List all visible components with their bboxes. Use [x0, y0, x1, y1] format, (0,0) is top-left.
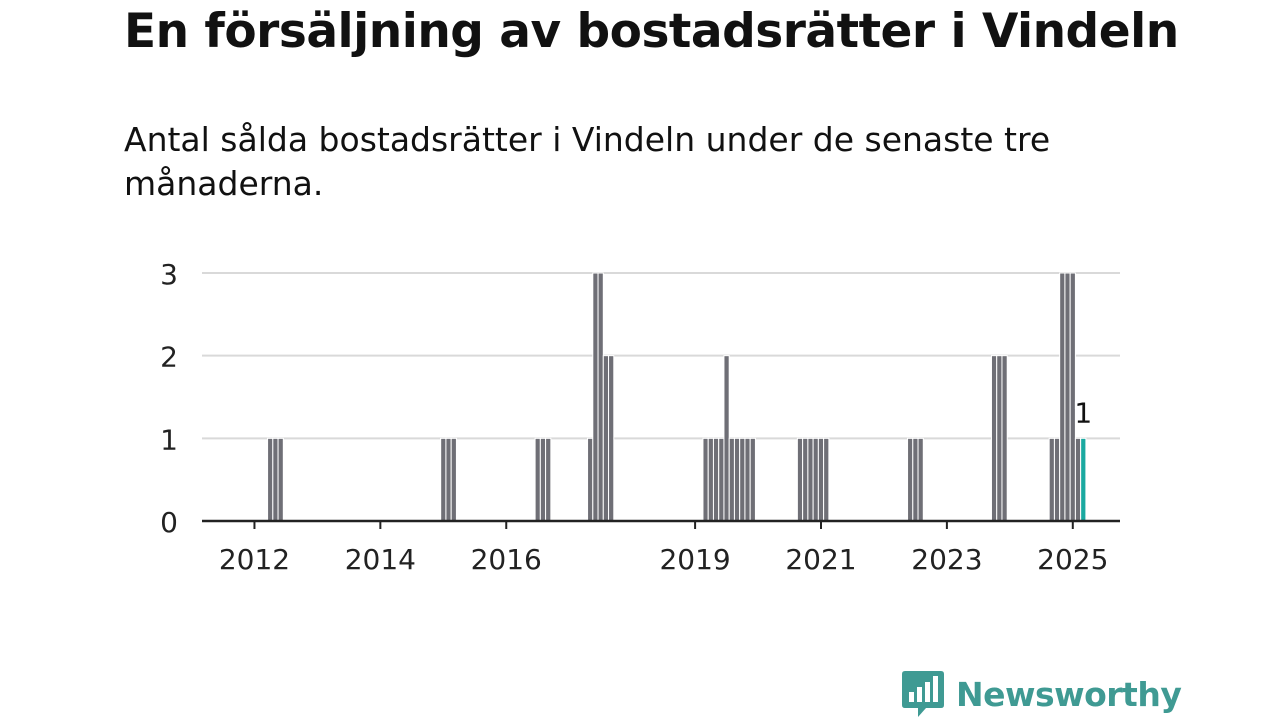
- bar: [602, 355, 610, 522]
- y-tick-label: 3: [160, 258, 178, 291]
- bar: [702, 437, 709, 522]
- bar: [450, 437, 457, 522]
- bar: [723, 355, 730, 522]
- bar: [912, 437, 919, 522]
- bar: [1001, 355, 1008, 522]
- x-tick-label: 2014: [345, 543, 416, 576]
- bar: [728, 437, 735, 522]
- bar: [608, 355, 615, 522]
- bar: [587, 437, 594, 522]
- chart-subtitle: Antal sålda bostadsrätter i Vindeln unde…: [124, 120, 1051, 203]
- x-tick-label: 2016: [471, 543, 542, 576]
- bar: [744, 437, 751, 522]
- bar: [990, 355, 998, 522]
- bar: [917, 437, 924, 522]
- bar: [592, 272, 599, 522]
- bar: [1074, 437, 1082, 522]
- bar: [712, 437, 720, 522]
- x-tick-label: 2025: [1037, 543, 1108, 576]
- bar: [733, 437, 741, 522]
- bar-chart-speech-bubble-icon: [902, 671, 944, 717]
- newsworthy-logo: Newsworthy: [902, 671, 1182, 717]
- bar: [802, 437, 809, 522]
- bar: [1064, 272, 1071, 522]
- x-tick-label: 2021: [785, 543, 856, 576]
- bar: [796, 437, 804, 522]
- bar: [817, 437, 825, 522]
- y-tick-label: 2: [160, 341, 178, 374]
- bar: [823, 437, 830, 522]
- bar: [440, 437, 447, 522]
- bar: [996, 355, 1003, 522]
- bar: [807, 437, 814, 522]
- x-tick-label: 2012: [219, 543, 290, 576]
- grid-lines: [202, 272, 1120, 440]
- bar: [718, 437, 725, 522]
- bars: [267, 272, 1087, 522]
- axes: 0 1 2 3 2012 2014 2016 2019 2021 2023 2025 1: [160, 258, 1120, 576]
- bar: [545, 437, 552, 522]
- bar: [1048, 437, 1055, 522]
- bar: [277, 437, 284, 522]
- bar: [749, 437, 756, 522]
- y-tick-label: 1: [160, 423, 178, 456]
- y-tick-label: 0: [160, 506, 178, 539]
- bar: [272, 437, 279, 522]
- bar: [1053, 437, 1061, 522]
- data-label: 1: [1074, 396, 1092, 429]
- bar: [267, 437, 274, 522]
- bar: [534, 437, 541, 522]
- bar: [707, 437, 714, 522]
- bar: [812, 437, 819, 522]
- bar: [1059, 272, 1066, 522]
- bar: [445, 437, 452, 522]
- bar: [907, 437, 914, 522]
- bar: [739, 437, 746, 522]
- x-tick-label: 2023: [911, 543, 982, 576]
- x-tick-label: 2019: [659, 543, 730, 576]
- chart-title: En försäljning av bostadsrätter i Vindel…: [124, 4, 1179, 59]
- bar: [1080, 437, 1087, 522]
- bar: [539, 437, 547, 522]
- bar: [597, 272, 604, 522]
- brand-name: Newsworthy: [956, 674, 1182, 714]
